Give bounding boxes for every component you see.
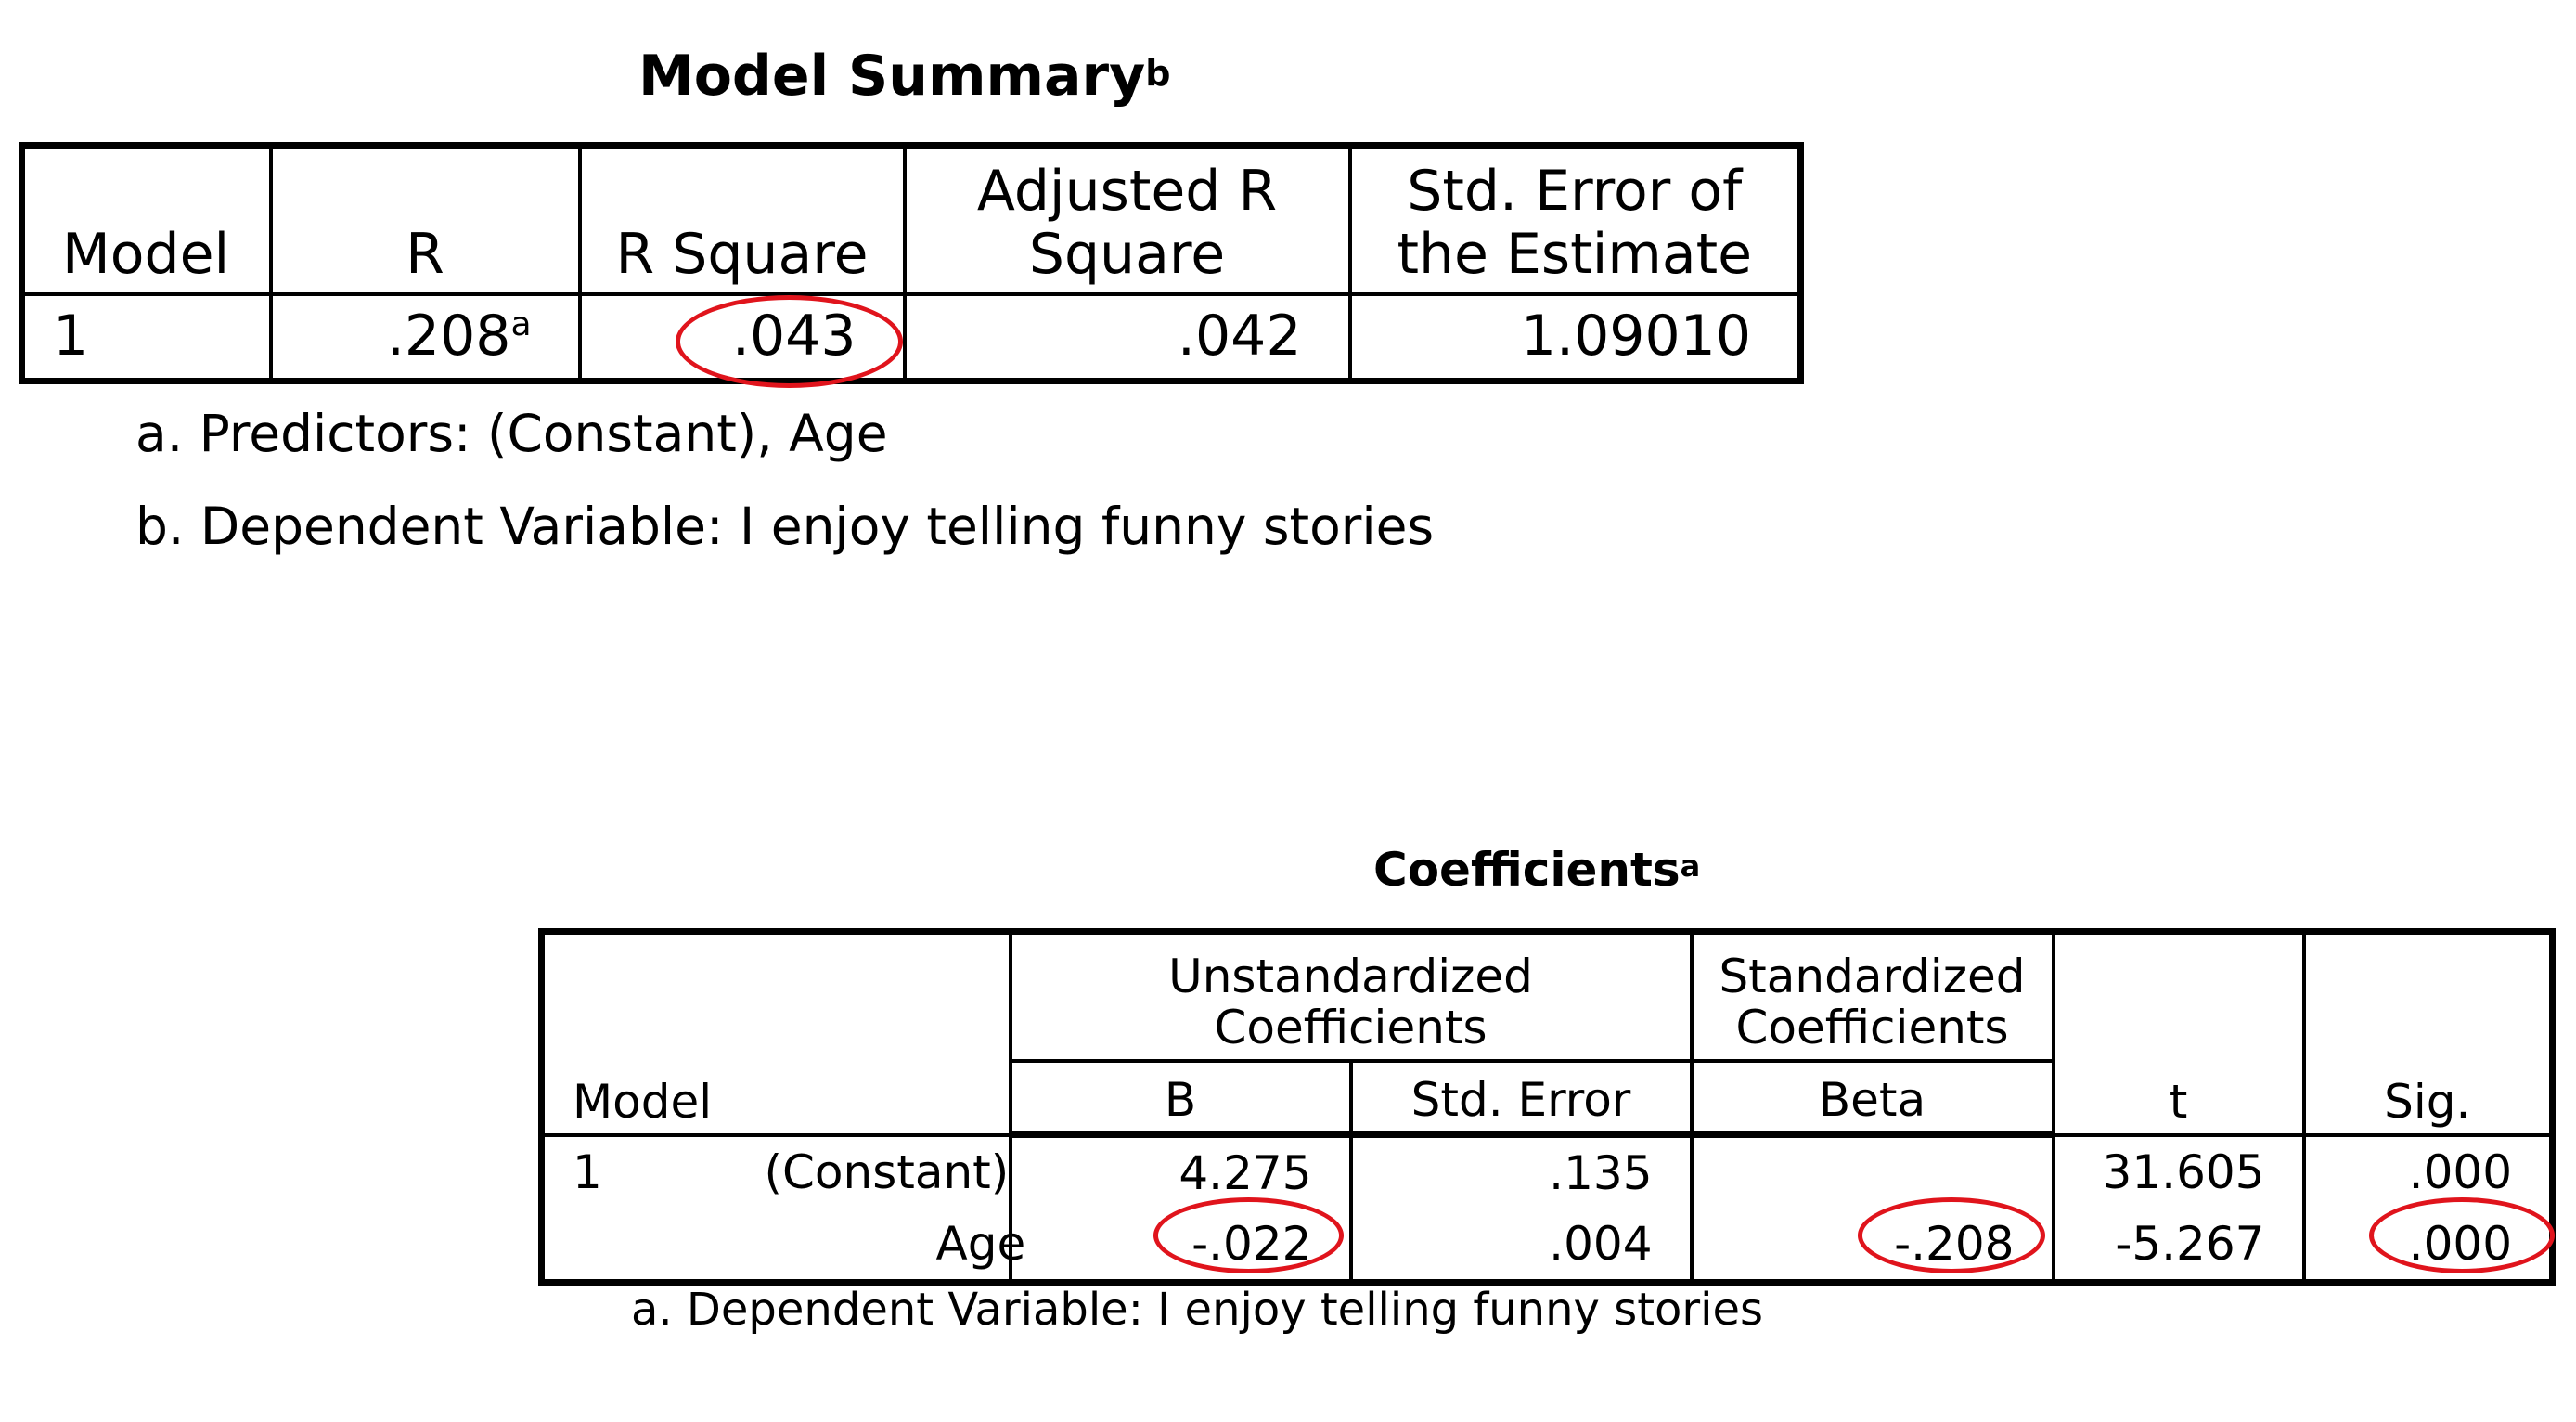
model-summary-title: Model Summaryb xyxy=(638,48,1170,104)
model-summary-header-row: Model R R Square Adjusted R Square Std. … xyxy=(19,143,1803,296)
coefficients-title-footnote-mark: a xyxy=(1680,848,1701,884)
coefficients-title-text: Coefficients xyxy=(1373,843,1681,897)
cell-sig: .000 xyxy=(2301,1209,2555,1285)
cell-sig: .000 xyxy=(2301,1132,2555,1209)
cell-r-value: .208 xyxy=(386,303,511,368)
coefficients-row-age: Age -.022 .004 -.208 -5.267 .000 xyxy=(539,1209,2555,1285)
cell-predictor-label: Age xyxy=(727,1209,1025,1285)
cell-b: -.022 xyxy=(1008,1209,1353,1285)
coefficients-footnote-a: a. Dependent Variable: I enjoy telling f… xyxy=(631,1284,1763,1336)
header-unstandardized-coefficients: Unstandardized Coefficients xyxy=(1008,929,1694,1063)
header-model: Model xyxy=(539,929,1012,1137)
cell-adjusted-r-square: .042 xyxy=(902,291,1352,383)
cell-r-square: .043 xyxy=(577,291,907,383)
cell-t: 31.605 xyxy=(2051,1132,2306,1209)
cell-beta xyxy=(1689,1132,2055,1209)
header-r: R xyxy=(268,143,582,296)
header-beta: Beta xyxy=(1689,1059,2055,1138)
cell-predictor-label: (Constant) xyxy=(727,1132,1012,1209)
cell-model-number xyxy=(539,1209,728,1285)
coefficients-title: Coefficientsa xyxy=(1373,847,1700,893)
header-model: Model xyxy=(19,143,273,296)
model-summary-table: Model R R Square Adjusted R Square Std. … xyxy=(19,142,1804,384)
cell-std-error-estimate: 1.09010 xyxy=(1347,291,1803,383)
header-b: B xyxy=(1008,1059,1353,1138)
cell-std-error: .004 xyxy=(1348,1209,1694,1285)
model-summary-footnote-b: b. Dependent Variable: I enjoy telling f… xyxy=(135,497,1435,556)
cell-std-error: .135 xyxy=(1348,1132,1694,1209)
cell-beta: -.208 xyxy=(1689,1209,2055,1285)
model-summary-title-footnote-mark: b xyxy=(1145,53,1171,94)
model-summary-title-text: Model Summary xyxy=(638,44,1146,109)
header-std-error-estimate: Std. Error of the Estimate xyxy=(1347,143,1803,296)
cell-model-number: 1 xyxy=(539,1132,728,1209)
coefficients-header-row-1: Model Unstandardized Coefficients Standa… xyxy=(539,929,2555,1137)
header-std-error: Std. Error xyxy=(1348,1059,1694,1138)
cell-b: 4.275 xyxy=(1008,1132,1353,1209)
cell-model: 1 xyxy=(19,291,273,383)
header-adjusted-r-square: Adjusted R Square xyxy=(902,143,1352,296)
header-standardized-coefficients: Standardized Coefficients xyxy=(1689,929,2055,1063)
coefficients-header-row-2: B Std. Error Beta xyxy=(542,1059,2553,1138)
header-r-square: R Square xyxy=(577,143,907,296)
header-t: t xyxy=(2051,929,2306,1137)
cell-r: .208a xyxy=(268,291,582,383)
model-summary-row: 1 .208a .043 .042 1.09010 xyxy=(19,291,1803,383)
coefficients-table: Model Unstandardized Coefficients Standa… xyxy=(538,928,2556,1286)
cell-r-footnote-mark: a xyxy=(510,304,532,343)
cell-t: -5.267 xyxy=(2051,1209,2306,1285)
coefficients-row-constant: 1 (Constant) 4.275 .135 31.605 .000 xyxy=(539,1132,2555,1209)
model-summary-footnote-a: a. Predictors: (Constant), Age xyxy=(135,404,888,463)
header-sig: Sig. xyxy=(2301,929,2555,1137)
